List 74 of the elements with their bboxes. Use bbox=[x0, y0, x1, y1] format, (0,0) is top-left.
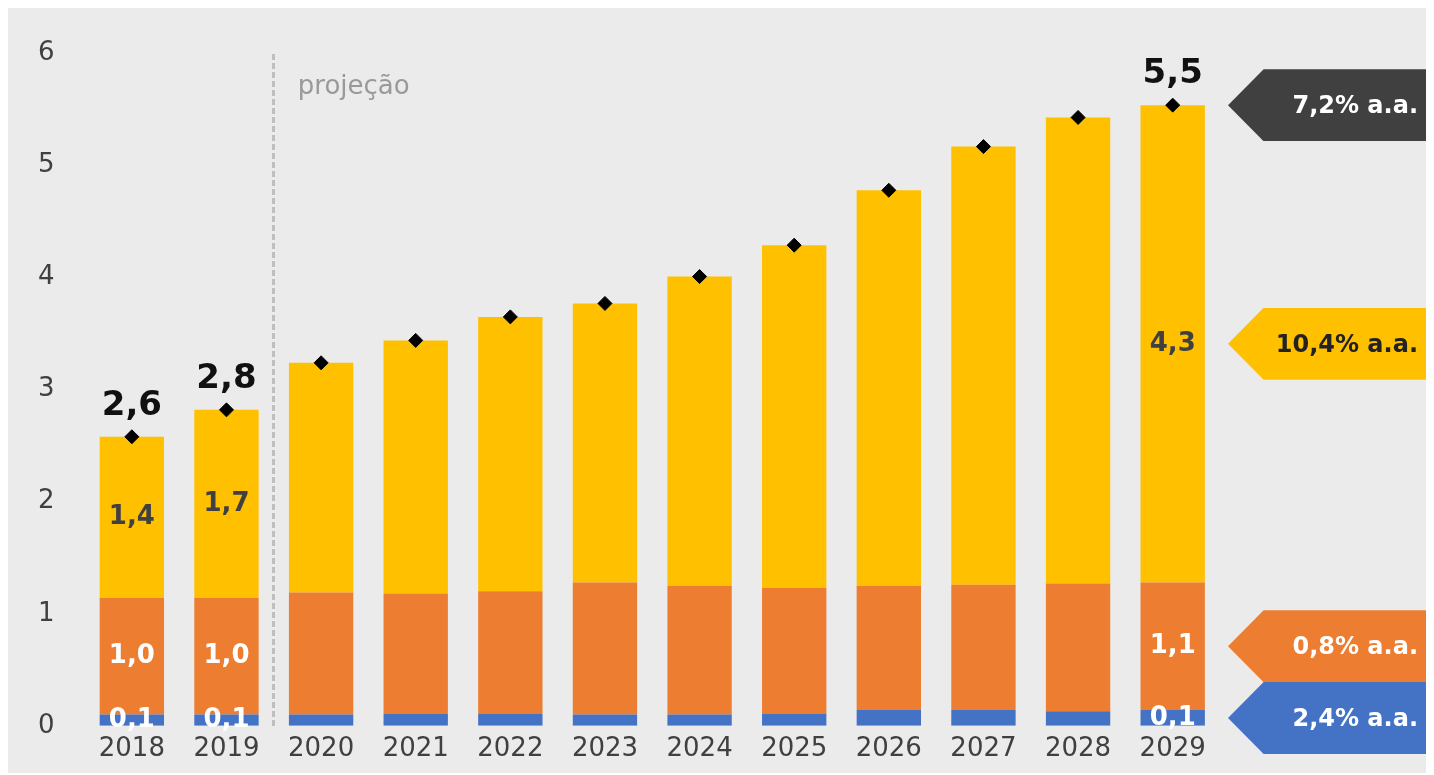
x-tick-label: 2025 bbox=[761, 732, 828, 763]
y-tick-label: 5 bbox=[38, 148, 55, 179]
point bbox=[124, 429, 140, 445]
point bbox=[313, 355, 329, 371]
bar bbox=[383, 713, 448, 726]
y-tick-label: 6 bbox=[38, 36, 55, 67]
x-tick-label: 2028 bbox=[1044, 732, 1112, 763]
bar bbox=[194, 409, 259, 599]
text: 10,4% a.a. bbox=[1275, 329, 1418, 358]
bar bbox=[99, 436, 165, 599]
bar bbox=[951, 146, 1016, 585]
total-label: 2,6 bbox=[101, 382, 162, 423]
text: 0,8% a.a. bbox=[1292, 632, 1418, 661]
bar bbox=[383, 340, 448, 594]
bar bbox=[667, 714, 732, 726]
bar bbox=[667, 585, 732, 715]
annotation: projeção bbox=[297, 69, 410, 100]
x-tick-label: 2022 bbox=[477, 732, 544, 763]
data-label: 4,3 bbox=[1149, 326, 1196, 357]
bar bbox=[762, 588, 827, 714]
data-label: 1,1 bbox=[1149, 629, 1196, 660]
bar bbox=[762, 713, 827, 726]
point bbox=[597, 295, 613, 311]
data-label: 1,4 bbox=[108, 500, 155, 531]
point bbox=[408, 332, 424, 348]
x-tick-label: 2021 bbox=[382, 732, 449, 763]
y-tick-label: 2 bbox=[38, 484, 55, 515]
point bbox=[1165, 97, 1181, 113]
point bbox=[881, 182, 897, 198]
bar bbox=[951, 584, 1016, 711]
bar bbox=[1140, 105, 1205, 583]
bar bbox=[951, 710, 1016, 726]
bar bbox=[478, 713, 543, 726]
data-label: 0,1 bbox=[1149, 700, 1196, 731]
bar bbox=[856, 585, 921, 711]
point bbox=[692, 269, 708, 285]
bar bbox=[1045, 711, 1111, 726]
bar bbox=[1045, 583, 1111, 712]
bar bbox=[288, 592, 354, 715]
data-label: 1,7 bbox=[203, 486, 250, 517]
x-tick-label: 2019 bbox=[193, 732, 260, 763]
data-label: 1,0 bbox=[203, 639, 250, 670]
total-label: 2,8 bbox=[196, 355, 257, 396]
bar bbox=[572, 582, 638, 715]
x-tick-label: 2026 bbox=[855, 732, 922, 763]
bar bbox=[856, 710, 921, 726]
bar bbox=[667, 276, 732, 586]
point bbox=[975, 139, 991, 155]
text: 2,4% a.a. bbox=[1292, 703, 1418, 732]
y-tick-label: 1 bbox=[38, 596, 55, 627]
y-tick-label: 3 bbox=[38, 372, 55, 403]
point bbox=[1070, 109, 1086, 125]
text: 7,2% a.a. bbox=[1292, 91, 1418, 120]
total-label: 5,5 bbox=[1142, 50, 1203, 91]
data-label: 1,0 bbox=[108, 639, 155, 670]
bar bbox=[856, 190, 921, 586]
x-tick-label: 2024 bbox=[666, 732, 733, 763]
x-tick-label: 2023 bbox=[571, 732, 639, 763]
point bbox=[502, 309, 518, 325]
x-tick-label: 2020 bbox=[288, 732, 355, 763]
bar bbox=[762, 245, 827, 588]
bar bbox=[1045, 117, 1111, 584]
point bbox=[218, 402, 234, 418]
x-tick-label: 2027 bbox=[950, 732, 1017, 763]
y-tick-label: 4 bbox=[38, 260, 55, 291]
bar bbox=[383, 593, 448, 714]
y-tick-label: 0 bbox=[38, 708, 55, 739]
bar bbox=[572, 303, 638, 583]
x-tick-label: 2018 bbox=[98, 732, 165, 763]
bar bbox=[288, 362, 354, 593]
x-tick-label: 2029 bbox=[1139, 732, 1206, 763]
point bbox=[786, 237, 802, 253]
bar bbox=[478, 316, 543, 592]
bar bbox=[478, 591, 543, 714]
